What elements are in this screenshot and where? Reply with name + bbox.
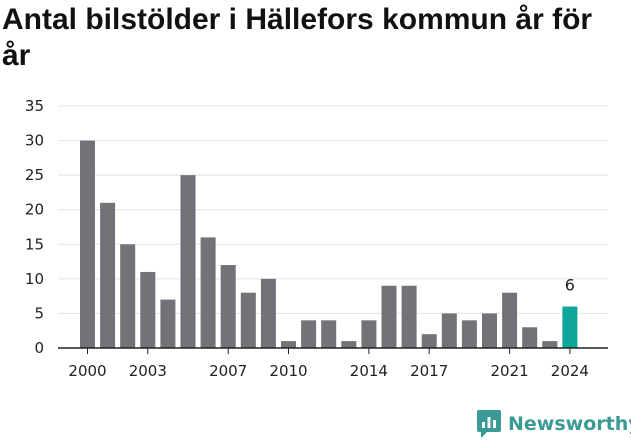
brand-logo: Newsworthy: [476, 408, 631, 440]
bar-2018: [441, 313, 457, 348]
x-tick-label: 2010: [269, 362, 307, 380]
x-tick-label: 2017: [410, 362, 448, 380]
bar-2021: [502, 292, 518, 348]
chart-title: Antal bilstölder i Hällefors kommun år f…: [2, 3, 593, 72]
bar-2015: [381, 285, 397, 348]
bar-2009: [260, 278, 276, 348]
x-tick-label: 2007: [209, 362, 247, 380]
bar-2020: [482, 313, 497, 348]
bar-chart: 0 5 10 15 20 25 30 35 6 2000 2003 2007 2010 2014 201…: [25, 97, 608, 380]
bar-2008: [240, 292, 256, 348]
bar-2006: [200, 237, 216, 348]
bar-2000: [80, 140, 95, 348]
x-tick-label: 2021: [491, 362, 529, 380]
y-tick-label: 35: [25, 97, 44, 115]
y-tick-label: 30: [25, 132, 44, 150]
y-axis-ticks: 0 5 10 15 20 25 30 35: [25, 97, 44, 357]
brand-name: Newsworthy: [508, 413, 631, 435]
x-tick-label: 2000: [68, 362, 106, 380]
x-tick-label: 2024: [551, 362, 589, 380]
bar-2024: [562, 306, 578, 348]
bar-2002: [120, 244, 136, 348]
data-labels: 6: [565, 276, 575, 295]
bar-2013: [341, 341, 357, 348]
bar-2010: [281, 341, 296, 348]
y-tick-label: 0: [34, 339, 44, 357]
bar-2003: [140, 271, 156, 348]
bar-2016: [401, 285, 417, 348]
y-tick-label: 25: [25, 166, 44, 184]
newsworthy-logo-icon: [477, 410, 501, 438]
x-tick-label: 2014: [350, 362, 388, 380]
bar-2007: [220, 265, 236, 348]
y-tick-label: 20: [25, 201, 44, 219]
bar-2001: [100, 202, 116, 348]
bar-2004: [160, 299, 176, 348]
x-tick-label: 2003: [129, 362, 167, 380]
bar-2011: [301, 320, 317, 348]
bar-2017: [421, 334, 437, 348]
bars: [80, 140, 578, 348]
y-tick-label: 5: [34, 304, 44, 322]
data-label-2024: 6: [565, 276, 575, 295]
x-axis: 2000 2003 2007 2010 2014 2017 2021 2024: [58, 347, 608, 380]
bar-2012: [321, 320, 337, 348]
bar-2005: [180, 175, 196, 348]
y-tick-label: 15: [25, 235, 44, 253]
bar-2023: [542, 341, 558, 348]
bar-2014: [361, 320, 377, 348]
y-tick-label: 10: [25, 270, 44, 288]
bar-2022: [522, 327, 538, 348]
bar-2019: [461, 320, 477, 348]
